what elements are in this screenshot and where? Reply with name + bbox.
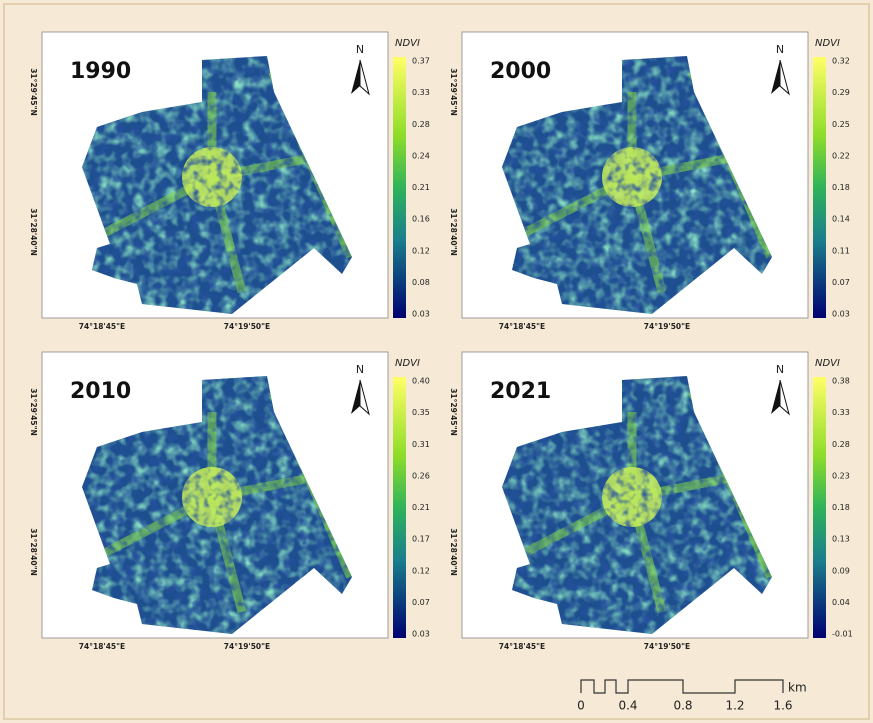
legend-tick: -0.01 — [832, 630, 853, 639]
north-label: N — [356, 43, 364, 56]
legend-tick: 0.31 — [412, 440, 430, 449]
legend-tick: 0.25 — [832, 120, 850, 129]
x-coordinate: 74°18'45"E — [499, 322, 545, 331]
colorbar — [393, 377, 406, 638]
x-coordinate: 74°19'50"E — [644, 642, 690, 651]
legend-tick: 0.35 — [412, 408, 430, 417]
legend-tick: 0.33 — [832, 408, 850, 417]
x-coordinate: 74°19'50"E — [644, 322, 690, 331]
legend-tick: 0.29 — [832, 88, 850, 97]
y-coordinate: 31°29'45"N — [449, 68, 458, 116]
legend-tick: 0.24 — [412, 151, 430, 160]
legend-tick: 0.17 — [412, 535, 430, 544]
x-coordinate: 74°19'50"E — [224, 642, 270, 651]
legend-tick: 0.13 — [832, 535, 850, 544]
x-coordinate: 74°18'45"E — [79, 322, 125, 331]
legend-tick: 0.07 — [832, 278, 850, 287]
legend-tick: 0.22 — [832, 151, 850, 160]
year-label: 2010 — [70, 379, 131, 404]
legend-tick: 0.09 — [832, 566, 850, 575]
legend-tick: 0.28 — [412, 120, 430, 129]
legend-tick: 0.16 — [412, 215, 430, 224]
legend-tick: 0.37 — [412, 57, 430, 66]
y-coordinate: 31°29'45"N — [449, 388, 458, 436]
legend-tick: 0.08 — [412, 278, 430, 287]
year-label: 2000 — [490, 59, 551, 84]
legend-tick: 0.03 — [832, 310, 850, 319]
north-label: N — [356, 363, 364, 376]
x-coordinate: 74°19'50"E — [224, 322, 270, 331]
legend-tick: 0.28 — [832, 440, 850, 449]
legend-tick: 0.12 — [412, 246, 430, 255]
legend-tick: 0.03 — [412, 310, 430, 319]
legend-tick: 0.14 — [832, 215, 850, 224]
legend-title: NDVI — [815, 38, 840, 49]
legend-tick: 0.07 — [412, 598, 430, 607]
y-coordinate: 31°29'45"N — [29, 388, 38, 436]
north-label: N — [776, 43, 784, 56]
legend-tick: 0.21 — [412, 183, 430, 192]
year-label: 1990 — [70, 59, 131, 84]
legend-tick: 0.23 — [832, 471, 850, 480]
y-coordinate: 31°29'45"N — [29, 68, 38, 116]
figure: 1990 N NDVI 0.37 0.33 0.28 0.24 0.21 0.16 0.12 0.0… — [0, 0, 873, 723]
x-coordinate: 74°18'45"E — [79, 642, 125, 651]
legend-tick: 0.11 — [832, 246, 850, 255]
legend-tick: 0.18 — [832, 503, 850, 512]
y-coordinate: 31°28'40"N — [449, 528, 458, 576]
legend-tick: 0.32 — [832, 57, 850, 66]
legend-tick: 0.04 — [832, 598, 850, 607]
legend-tick: 0.26 — [412, 471, 430, 480]
y-coordinate: 31°28'40"N — [29, 208, 38, 256]
scale-label: 1.6 — [773, 699, 792, 713]
legend-tick: 0.12 — [412, 566, 430, 575]
scale-label: 0 — [577, 699, 585, 713]
legend-tick: 0.21 — [412, 503, 430, 512]
y-coordinate: 31°28'40"N — [449, 208, 458, 256]
colorbar — [813, 377, 826, 638]
legend-tick: 0.18 — [832, 183, 850, 192]
colorbar — [393, 57, 406, 318]
year-label: 2021 — [490, 379, 551, 404]
scale-label: 1.2 — [725, 699, 744, 713]
colorbar — [813, 57, 826, 318]
scale-label: 0.4 — [618, 699, 637, 713]
scale-unit: km — [788, 681, 807, 695]
legend-tick: 0.03 — [412, 630, 430, 639]
x-coordinate: 74°18'45"E — [499, 642, 545, 651]
legend-tick: 0.40 — [412, 377, 430, 386]
legend-title: NDVI — [395, 358, 420, 369]
legend-title: NDVI — [395, 38, 420, 49]
scale-label: 0.8 — [673, 699, 692, 713]
legend-title: NDVI — [815, 358, 840, 369]
legend-tick: 0.33 — [412, 88, 430, 97]
legend-tick: 0.38 — [832, 377, 850, 386]
north-label: N — [776, 363, 784, 376]
y-coordinate: 31°28'40"N — [29, 528, 38, 576]
